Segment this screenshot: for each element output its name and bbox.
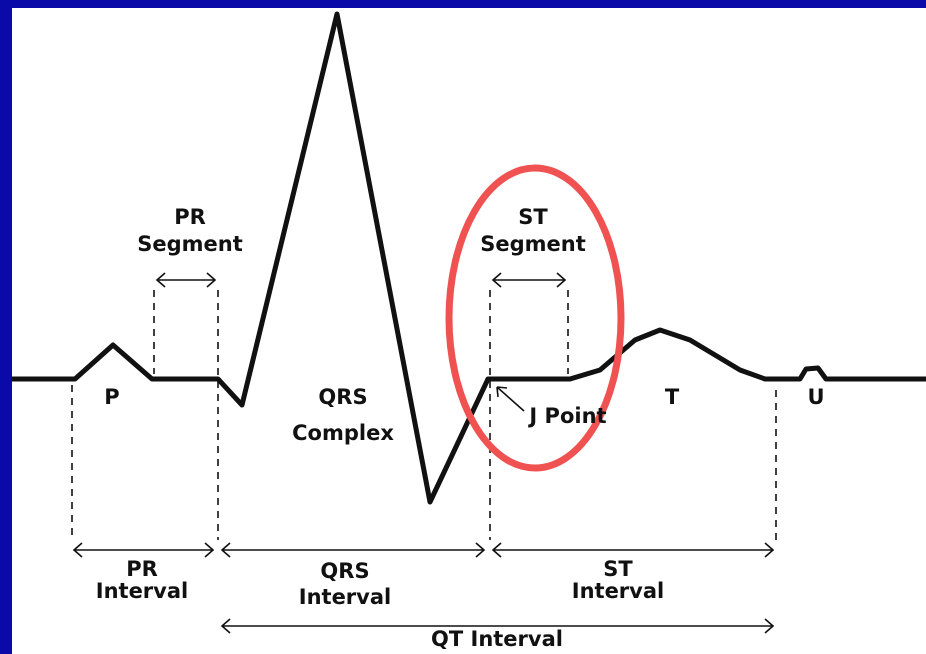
label: P [104,385,119,409]
label: T [665,385,680,409]
label: QRS [320,559,369,583]
label: ST [603,557,633,581]
label: U [807,385,824,409]
ecg-trace [12,11,926,505]
label: J Point [527,404,606,428]
highlight-ellipse [445,164,625,472]
label: QT Interval [431,627,563,651]
label: Interval [572,579,664,603]
label: Interval [96,579,188,603]
panel [12,8,926,654]
label: Segment [137,232,243,256]
label: PR [126,557,158,581]
label: Segment [480,232,586,256]
label: Complex [292,421,394,445]
label: Interval [299,585,391,609]
label: ST [518,205,548,229]
label: QRS [318,385,367,409]
label: PR [174,205,206,229]
guides [71,272,777,634]
